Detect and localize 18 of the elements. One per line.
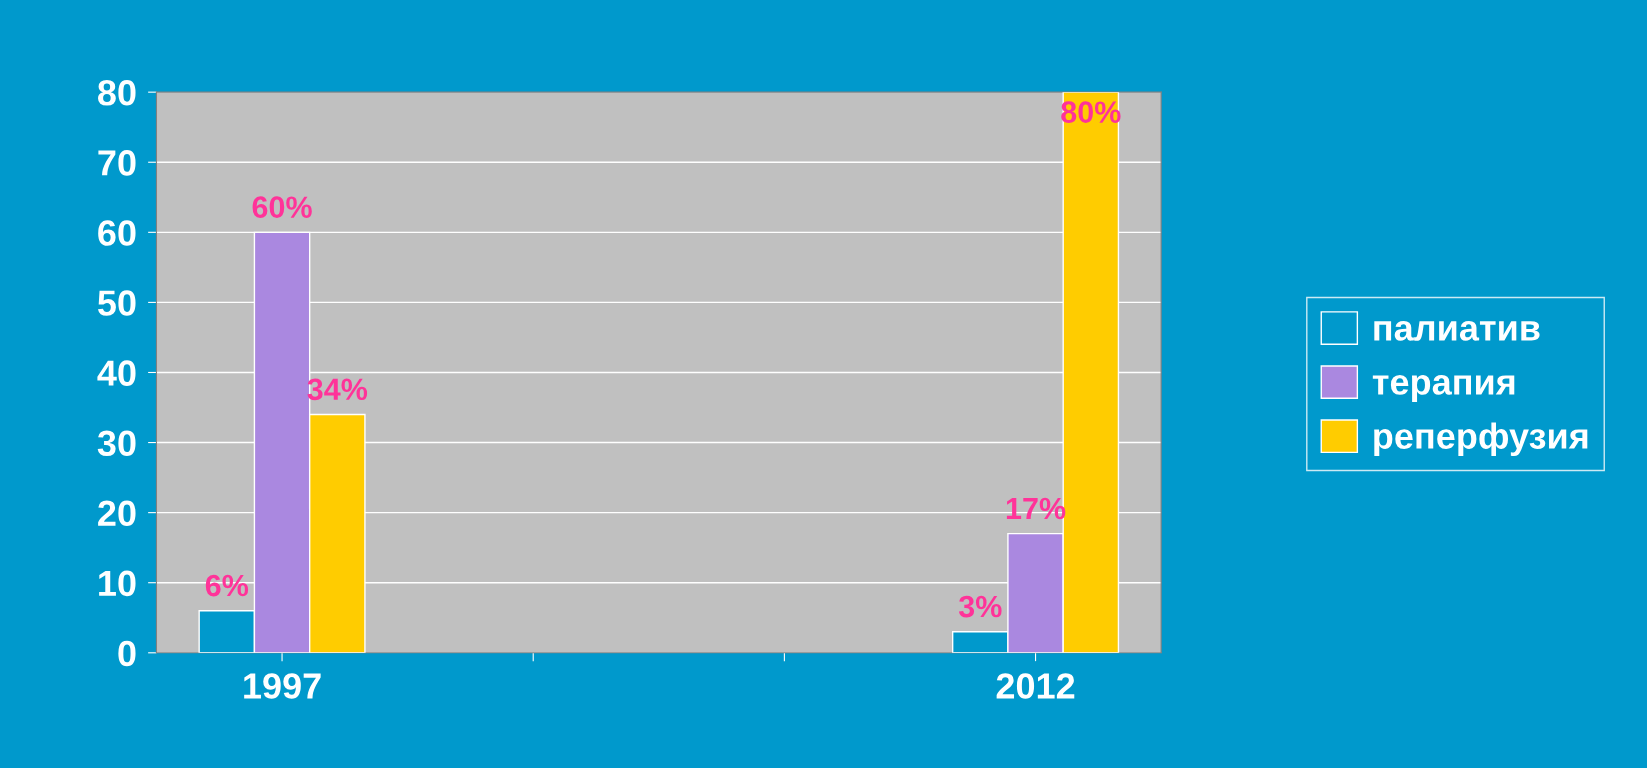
y-tick-label: 40 [97, 360, 136, 386]
y-tick-label: 30 [97, 430, 136, 457]
legend-label: реперфузия [1374, 422, 1588, 457]
y-tick-label: 60 [98, 220, 136, 246]
y-tick-label: 70 [98, 150, 136, 176]
x-tick-label: 1997 [244, 673, 321, 699]
y-tick-label: 80 [98, 80, 136, 106]
data-label: 34% [307, 378, 368, 401]
x-tick-label: 2012 [996, 673, 1075, 699]
y-tick-label: 0 [118, 640, 136, 667]
legend-label: терапия [1372, 375, 1515, 403]
data-label: 60% [252, 196, 312, 218]
data-label: 6% [205, 574, 249, 597]
y-tick-label: 50 [97, 290, 136, 316]
y-tick-label: 20 [98, 500, 136, 527]
legend-label: палиатив [1374, 321, 1540, 341]
y-tick-label: 10 [99, 570, 136, 597]
data-label: 3% [958, 595, 1002, 618]
